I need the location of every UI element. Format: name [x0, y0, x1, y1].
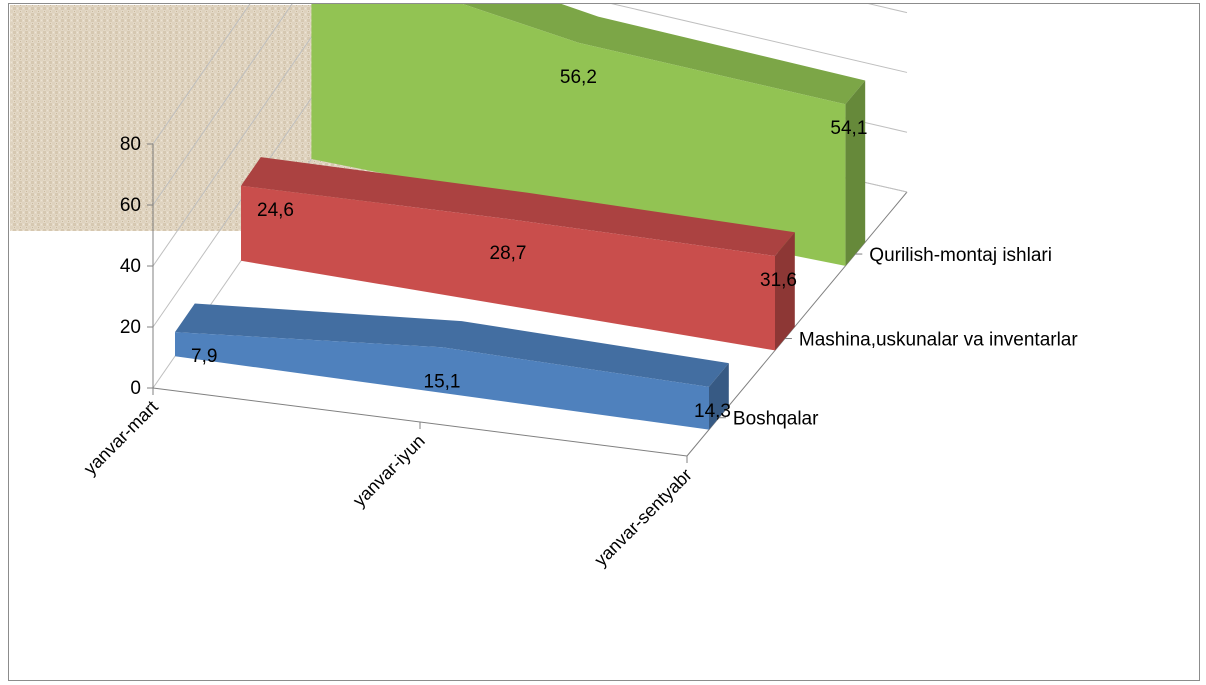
- chart-frame: 0 20 40 60 80 yanvar-mart yanvar-iyun yanvar-s…: [8, 3, 1200, 681]
- y-tick-label: 20: [120, 317, 141, 338]
- series-label: Boshqalar: [733, 409, 819, 430]
- data-label: 24,6: [257, 200, 294, 221]
- ribbon-top: [462, 4, 866, 105]
- gridline-side-80: [152, 4, 251, 145]
- y-tick-labels: 0 20 40 60 80: [120, 134, 153, 399]
- category-label: yanvar-iyun: [349, 431, 429, 511]
- depth-axis-line: [686, 191, 908, 457]
- ribbon-front: [175, 332, 709, 430]
- data-label: 56,2: [560, 67, 597, 88]
- ribbon-end-cap: [709, 363, 729, 430]
- series-label: Qurilish-montaj ishlari: [869, 245, 1052, 266]
- y-tick-label: 60: [120, 195, 141, 216]
- data-label: 31,6: [760, 270, 797, 291]
- series-axis-labels: Qurilish-montaj ishlari Mashina,uskunalar…: [718, 245, 1078, 430]
- ribbon-end-cap: [845, 80, 866, 266]
- gridline-side-60: [152, 4, 293, 206]
- series-ribbon-1: [241, 157, 795, 351]
- chart-svg: 0 20 40 60 80 yanvar-mart yanvar-iyun yanvar-s…: [10, 4, 1078, 570]
- series-label: Mashina,uskunalar va inventarlar: [799, 330, 1078, 351]
- series-ribbons: [175, 4, 866, 430]
- y-tick-label: 0: [130, 378, 141, 399]
- category-label: yanvar-mart: [80, 397, 162, 479]
- series-ribbon-0: [311, 4, 866, 266]
- category-labels: yanvar-mart yanvar-iyun yanvar-sentyabr: [80, 388, 696, 570]
- ribbon-top: [241, 157, 795, 256]
- ribbon-front: [241, 185, 775, 351]
- series-ribbon-2: [175, 303, 729, 430]
- data-label: 15,1: [424, 371, 461, 392]
- y-tick-label: 40: [120, 256, 141, 277]
- ribbon-end-cap: [775, 232, 795, 351]
- data-label: 54,1: [830, 118, 867, 139]
- y-tick-label: 80: [120, 134, 141, 155]
- data-labels: 67,556,254,124,628,731,67,915,114,3: [191, 67, 867, 422]
- gridline-back-40: [611, 4, 908, 73]
- gridline-side-40: [152, 4, 335, 267]
- ribbon-top: [175, 303, 729, 387]
- category-label: yanvar-sentyabr: [590, 465, 695, 570]
- data-label: 28,7: [490, 243, 527, 264]
- data-label: 14,3: [694, 401, 731, 422]
- data-label: 7,9: [191, 346, 217, 367]
- ribbon-front: [311, 4, 846, 266]
